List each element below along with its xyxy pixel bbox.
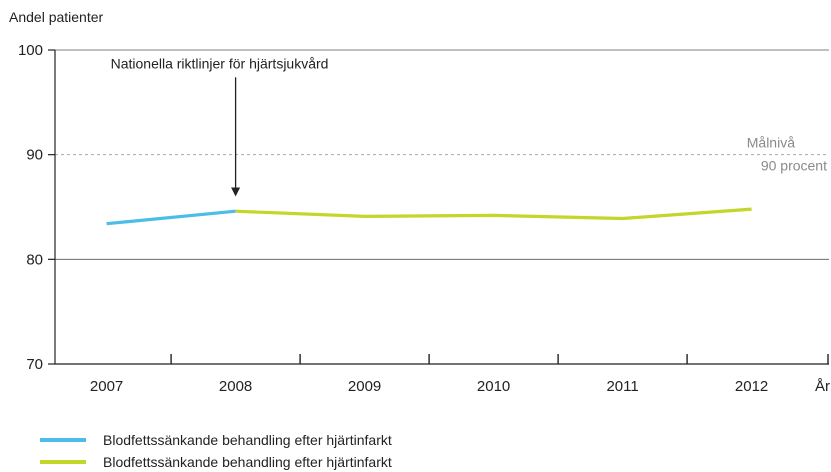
x-tick-label-2007: 2007 bbox=[90, 378, 123, 395]
target-label-line2: 90 procent bbox=[761, 158, 827, 174]
x-tick-label-2009: 2009 bbox=[348, 378, 381, 395]
annotation-text: Nationella riktlinjer för hjärtsjukvård bbox=[111, 55, 329, 71]
legend: Blodfettssänkande behandling efter hjärt… bbox=[40, 432, 392, 470]
x-axis-title: År bbox=[815, 378, 830, 395]
y-tick-label-80: 80 bbox=[26, 251, 43, 268]
annotation-arrow-head bbox=[231, 187, 241, 197]
target-line-group: Målnivå 90 procent bbox=[55, 135, 829, 174]
x-tick-label-2008: 2008 bbox=[219, 378, 252, 395]
x-tick-label-2010: 2010 bbox=[477, 378, 510, 395]
x-tick-label-2012: 2012 bbox=[735, 378, 768, 395]
legend-label-2: Blodfettssänkande behandling efter hjärt… bbox=[103, 454, 392, 470]
target-label-line1: Målnivå bbox=[747, 135, 795, 151]
x-tick-label-2011: 2011 bbox=[606, 378, 638, 395]
annotation-group: Nationella riktlinjer för hjärtsjukvård bbox=[111, 55, 329, 197]
legend-label-1: Blodfettssänkande behandling efter hjärt… bbox=[103, 432, 392, 448]
y-tick-label-70: 70 bbox=[26, 356, 43, 373]
gridlines bbox=[55, 49, 829, 260]
series-line-2 bbox=[235, 207, 752, 221]
y-axis-title: Andel patienter bbox=[9, 9, 104, 25]
axes: 70 80 90 100 Andel patienter 2007 2008 2009 2010… bbox=[9, 9, 830, 395]
y-tick-label-100: 100 bbox=[18, 42, 43, 59]
series-line-1 bbox=[106, 209, 236, 226]
series-lines bbox=[106, 207, 752, 226]
y-tick-label-90: 90 bbox=[26, 147, 43, 164]
